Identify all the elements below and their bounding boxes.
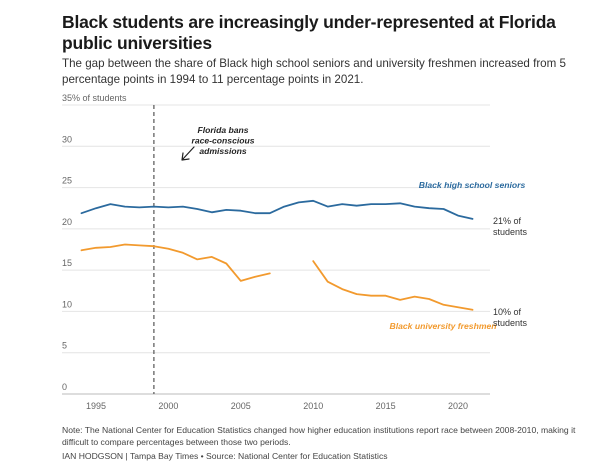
y-tick-label-20: 20 [62,217,72,227]
chart-labels: 0 5 10 15 20 25 30 35% of students 1995 2000 2005 2… [62,93,528,411]
x-tick-label-2000: 2000 [158,401,178,411]
x-tick-label-1995: 1995 [86,401,106,411]
chart-subtitle: The gap between the share of Black high … [62,57,566,86]
y-tick-label-15: 15 [62,258,72,268]
gridlines [62,104,490,395]
seniors-line [80,199,474,220]
y-tick-label-35: 35% of students [62,93,127,103]
series-label-freshmen: Black university freshmen [390,321,497,331]
y-tick-label-0: 0 [62,382,67,392]
y-tick-label-25: 25 [62,176,72,186]
end-label-seniors: 21% of students [493,216,528,237]
series-lines [80,199,474,311]
x-tick-label-2015: 2015 [376,401,396,411]
policy-annotation: Florida bans race-conscious admissions [191,125,254,156]
freshmen-line-segment-1 [80,243,271,282]
annotation-arrow-icon [181,146,195,161]
freshmen-line-segment-2 [312,260,474,311]
y-tick-label-10: 10 [62,299,72,309]
y-tick-label-30: 30 [62,134,72,144]
y-tick-label-5: 5 [62,341,67,351]
chart-credit: IAN HODGSON | Tampa Bay Times • Source: … [62,451,388,461]
end-label-freshmen: 10% of students [493,307,528,328]
x-tick-label-2005: 2005 [231,401,251,411]
series-label-seniors: Black high school seniors [419,180,526,190]
x-tick-label-2010: 2010 [303,401,323,411]
x-tick-label-2020: 2020 [448,401,468,411]
chart-title: Black students are increasingly under-re… [62,12,556,53]
chart-note: Note: The National Center for Education … [62,425,576,447]
reference-line-group [153,105,195,394]
